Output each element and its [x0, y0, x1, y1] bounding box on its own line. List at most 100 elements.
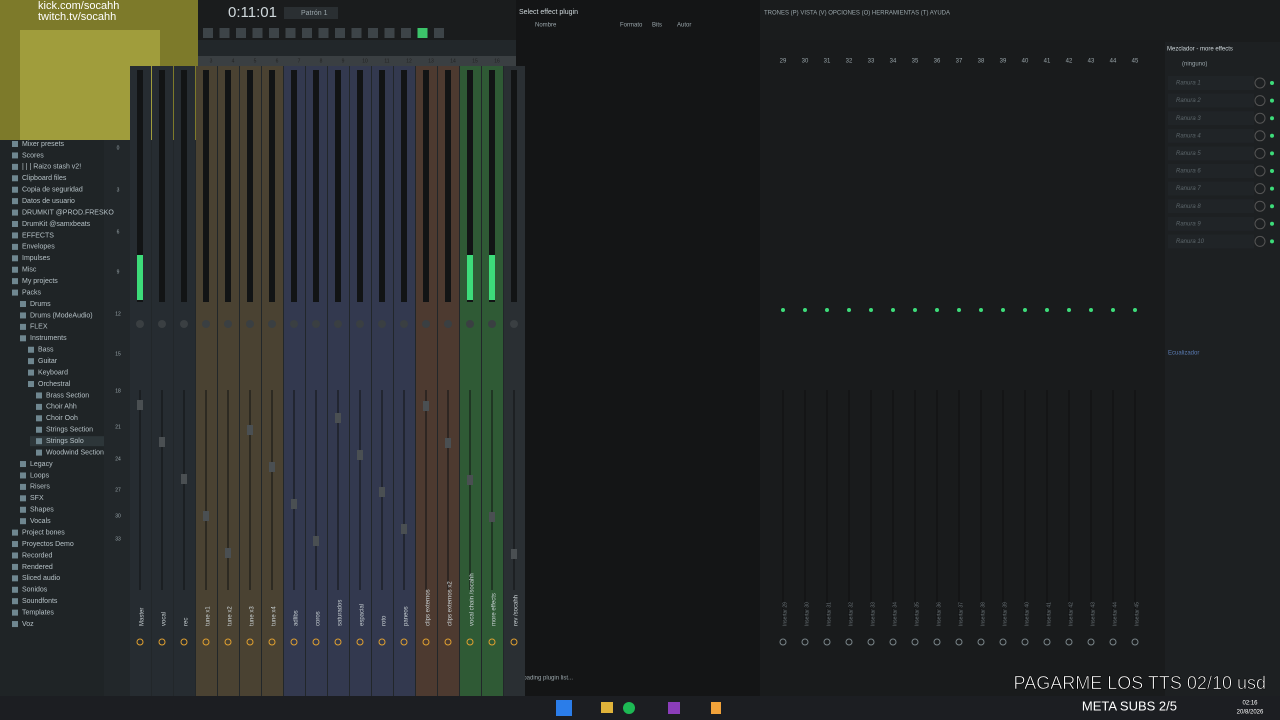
- tool-button[interactable]: [335, 28, 345, 38]
- slot[interactable]: [1168, 76, 1254, 90]
- browser-item[interactable]: Misc: [22, 267, 37, 274]
- fader[interactable]: [291, 499, 297, 509]
- fader[interactable]: [181, 474, 187, 484]
- slot-knob[interactable]: [1254, 165, 1266, 177]
- tool-button[interactable]: [318, 28, 329, 38]
- route-button[interactable]: [158, 638, 166, 646]
- browser-item[interactable]: Instruments: [30, 335, 67, 342]
- route-button[interactable]: [845, 638, 853, 646]
- pan-knob[interactable]: [378, 320, 386, 328]
- fader[interactable]: [159, 437, 165, 447]
- tool-button[interactable]: [384, 28, 395, 38]
- route-button[interactable]: [378, 638, 386, 646]
- browser-item[interactable]: Risers: [30, 484, 50, 491]
- fader[interactable]: [357, 450, 363, 460]
- pan-knob[interactable]: [268, 320, 276, 328]
- slot-knob[interactable]: [1254, 112, 1266, 124]
- route-button[interactable]: [334, 638, 342, 646]
- pan-knob[interactable]: [444, 320, 452, 328]
- tool-button[interactable]: [351, 28, 362, 38]
- tool-button[interactable]: [368, 28, 378, 38]
- tool-button[interactable]: [219, 28, 230, 38]
- pan-knob[interactable]: [334, 320, 342, 328]
- route-button[interactable]: [136, 638, 144, 646]
- browser-item[interactable]: SFX: [30, 495, 44, 502]
- mixer-track[interactable]: [262, 66, 283, 696]
- browser-item[interactable]: DRUMKIT @PROD.FRESKO: [22, 209, 114, 216]
- pan-knob[interactable]: [422, 320, 430, 328]
- pan-knob[interactable]: [312, 320, 320, 328]
- browser-item[interactable]: Proyectos Demo: [22, 541, 74, 548]
- route-button[interactable]: [290, 638, 298, 646]
- slot-knob[interactable]: [1254, 200, 1266, 212]
- route-button[interactable]: [356, 638, 364, 646]
- preset-selector[interactable]: (ninguno): [1182, 62, 1207, 68]
- route-button[interactable]: [1109, 638, 1117, 646]
- mixer-track[interactable]: [240, 66, 261, 696]
- tool-button[interactable]: [252, 28, 263, 38]
- browser-item[interactable]: DrumKit @samxbeats: [22, 221, 91, 228]
- tool-button[interactable]: [434, 28, 444, 38]
- slot[interactable]: [1168, 181, 1254, 196]
- mixer-track[interactable]: [218, 66, 239, 696]
- mixer-track[interactable]: [152, 66, 173, 696]
- fader[interactable]: [137, 400, 143, 410]
- browser-item[interactable]: Strings Solo: [46, 438, 84, 445]
- browser-item[interactable]: Drums (ModeAudio): [30, 312, 93, 319]
- spotify-icon[interactable]: [623, 702, 635, 714]
- pan-knob[interactable]: [136, 320, 144, 328]
- browser-item[interactable]: Loops: [30, 472, 50, 479]
- browser-item[interactable]: | | | Raizo stash v2!: [22, 164, 81, 171]
- mixer-track[interactable]: [196, 66, 217, 696]
- route-button[interactable]: [1131, 638, 1139, 646]
- slot[interactable]: [1168, 128, 1254, 143]
- browser-item[interactable]: Impulses: [22, 255, 51, 262]
- route-button[interactable]: [867, 638, 875, 646]
- pan-knob[interactable]: [356, 320, 364, 328]
- route-button[interactable]: [933, 638, 941, 646]
- route-button[interactable]: [488, 638, 496, 646]
- slot[interactable]: [1168, 234, 1254, 249]
- browser-item[interactable]: Rendered: [22, 564, 53, 571]
- fader[interactable]: [511, 549, 517, 559]
- mixer-track[interactable]: [306, 66, 327, 696]
- route-button[interactable]: [466, 638, 474, 646]
- pan-knob[interactable]: [202, 320, 210, 328]
- route-button[interactable]: [180, 638, 188, 646]
- browser-item[interactable]: Keyboard: [38, 369, 68, 376]
- slot-knob[interactable]: [1254, 95, 1266, 107]
- slot-knob[interactable]: [1254, 183, 1266, 195]
- browser-item[interactable]: Orchestral: [38, 381, 71, 388]
- slot-knob[interactable]: [1254, 147, 1266, 159]
- browser-item[interactable]: FLEX: [30, 324, 48, 331]
- fader[interactable]: [467, 475, 473, 485]
- tool-button[interactable]: [236, 28, 246, 38]
- browser-item[interactable]: Scores: [22, 152, 44, 159]
- route-button[interactable]: [400, 638, 408, 646]
- route-button[interactable]: [510, 638, 518, 646]
- pan-knob[interactable]: [224, 320, 232, 328]
- route-button[interactable]: [1065, 638, 1073, 646]
- pan-knob[interactable]: [400, 320, 408, 328]
- browser-item[interactable]: Envelopes: [22, 244, 55, 251]
- route-button[interactable]: [312, 638, 320, 646]
- mixer-track[interactable]: [372, 66, 393, 696]
- mixer-track[interactable]: [416, 66, 437, 696]
- browser-item[interactable]: Soundfonts: [22, 598, 58, 605]
- tool-button[interactable]: [203, 28, 213, 38]
- browser-item[interactable]: Project bones: [22, 529, 65, 536]
- browser-item[interactable]: Vocals: [30, 518, 51, 525]
- onenote-icon[interactable]: [668, 702, 680, 714]
- slot[interactable]: [1168, 111, 1254, 126]
- fader[interactable]: [269, 462, 275, 472]
- browser-item[interactable]: Choir Ooh: [46, 415, 78, 422]
- route-button[interactable]: [801, 638, 809, 646]
- browser-item[interactable]: Templates: [22, 609, 54, 616]
- browser-item[interactable]: Recorded: [22, 552, 52, 559]
- fader[interactable]: [489, 512, 495, 522]
- browser-item[interactable]: Drums: [30, 301, 51, 308]
- browser-item[interactable]: Woodwind Section: [46, 449, 104, 456]
- fader[interactable]: [203, 511, 209, 521]
- fader[interactable]: [335, 413, 341, 423]
- route-button[interactable]: [977, 638, 985, 646]
